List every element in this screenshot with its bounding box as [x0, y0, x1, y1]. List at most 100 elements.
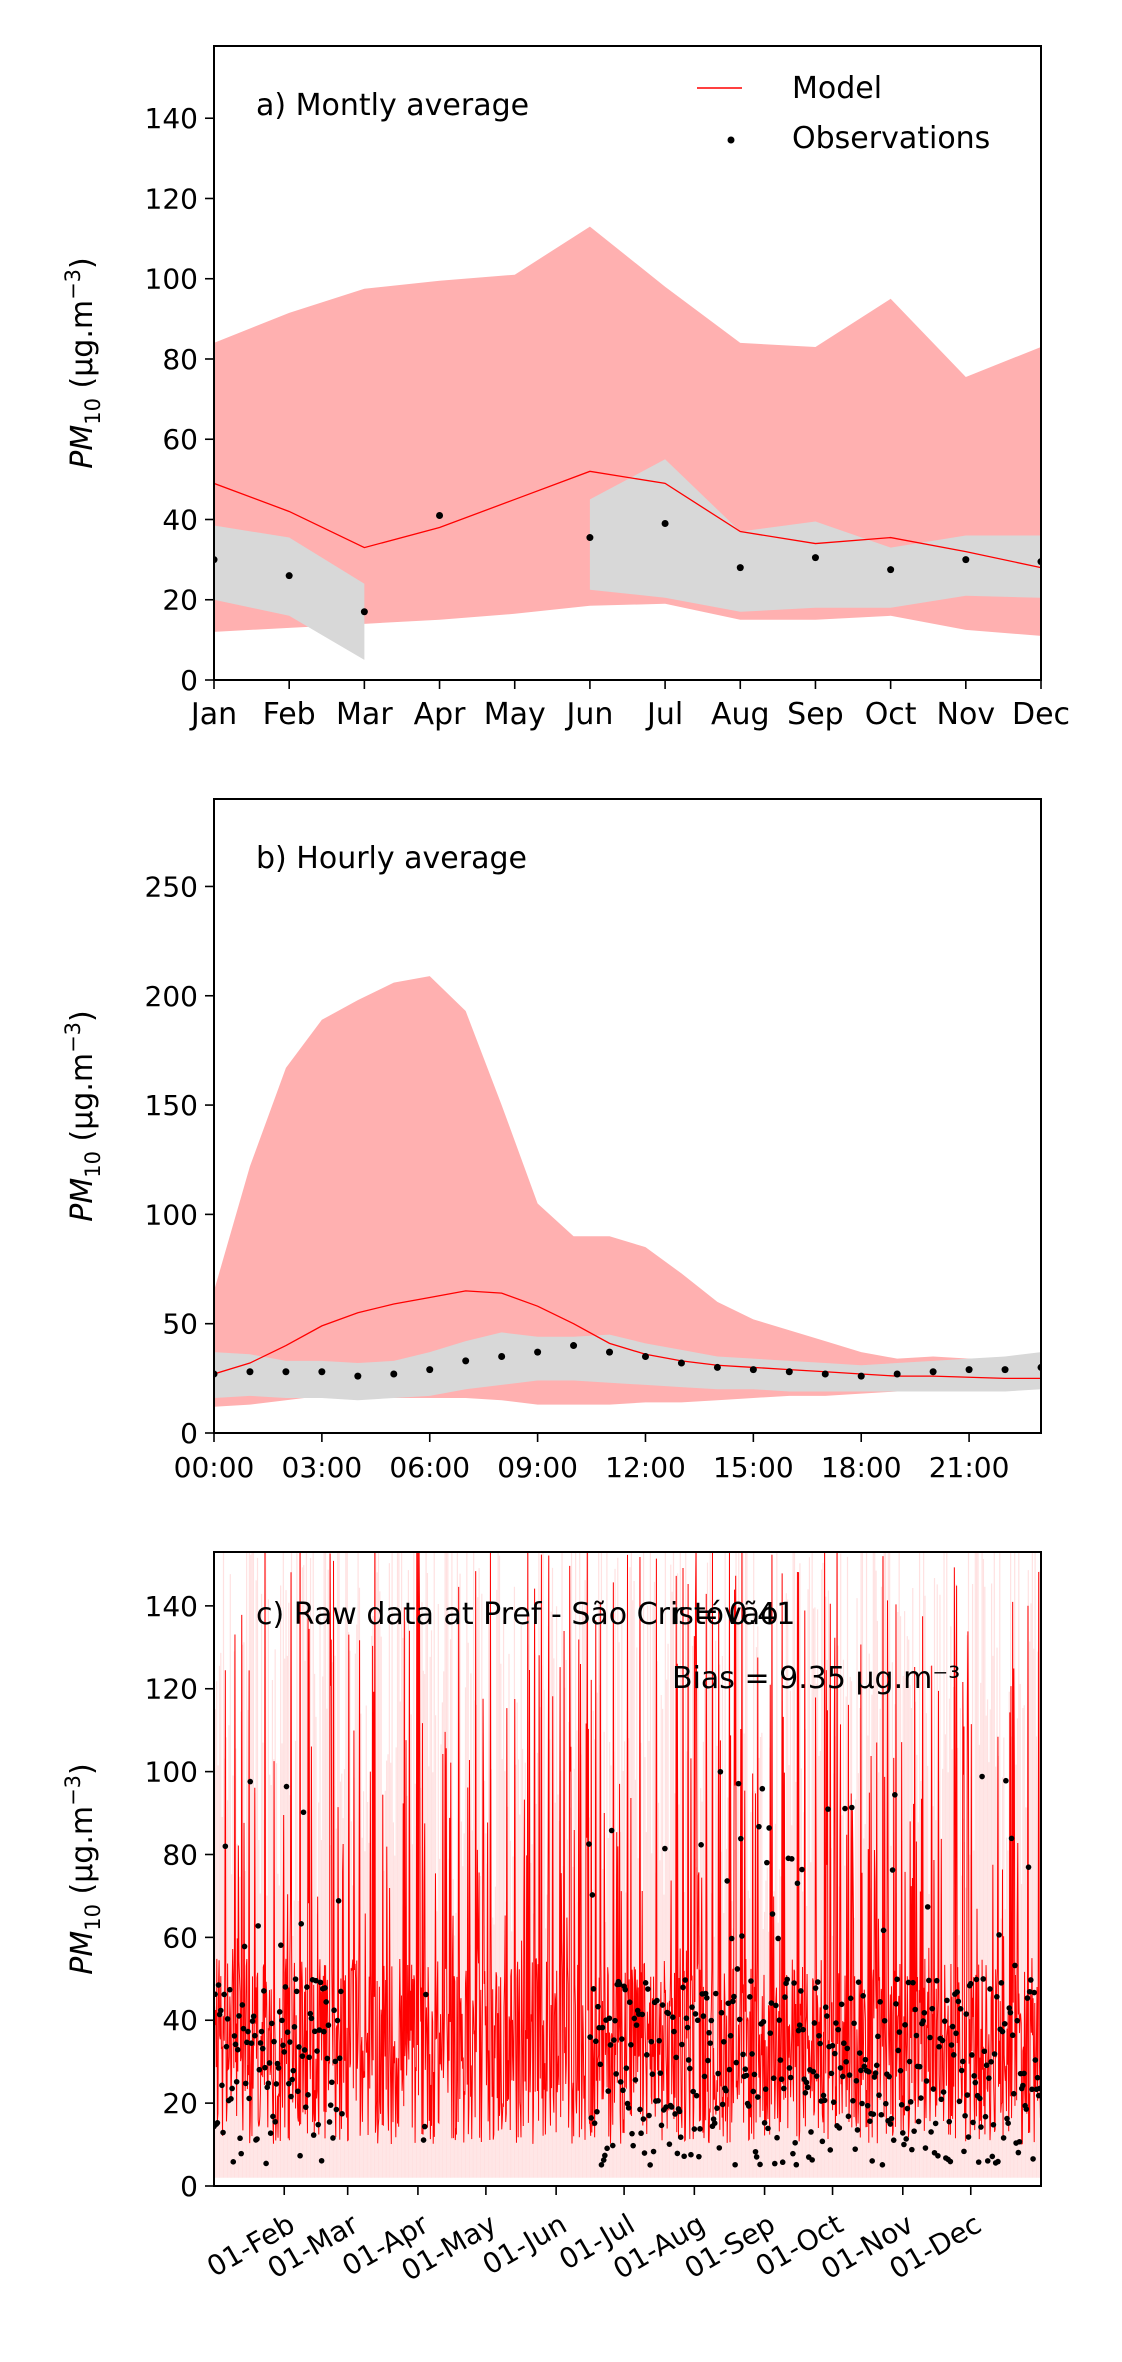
raw-observation-point	[300, 1809, 307, 1816]
raw-observation-point	[617, 2079, 624, 2085]
raw-observation-point	[421, 2123, 428, 2130]
raw-observation-point	[963, 2011, 970, 2017]
hourly-observation-point	[1001, 1366, 1009, 1374]
raw-observation-point	[981, 2048, 988, 2055]
raw-observation-point	[761, 2120, 768, 2126]
raw-observation-point	[989, 2153, 996, 2160]
raw-observation-point	[759, 1785, 766, 1792]
raw-observation-point	[632, 2077, 639, 2083]
raw-observation-point	[923, 2078, 930, 2084]
raw-observation-point	[321, 2028, 327, 2035]
raw-observation-point	[233, 2078, 240, 2085]
panel-b-y-tick-label: 100	[145, 1198, 198, 1231]
hourly-observation-point	[965, 1366, 973, 1374]
panel-a-x-tick-label: Sep	[787, 697, 844, 732]
raw-observation-point	[849, 1804, 855, 1811]
raw-observation-point	[599, 2024, 606, 2031]
raw-observation-point	[866, 2068, 872, 2075]
raw-observation-point	[604, 2145, 610, 2152]
raw-observation-point	[921, 2009, 928, 2016]
raw-observation-point	[658, 2122, 665, 2129]
raw-observation-point	[928, 2129, 934, 2135]
raw-observation-point	[718, 2009, 725, 2016]
raw-observation-point	[313, 1977, 319, 1984]
raw-observation-point	[784, 1976, 791, 1983]
raw-observation-point	[890, 2137, 897, 2143]
raw-observation-point	[705, 2057, 711, 2064]
raw-observation-point	[803, 2079, 810, 2086]
panel-a-y-tick-label: 120	[145, 182, 198, 215]
raw-observation-point	[631, 2015, 638, 2022]
raw-observation-point	[230, 2159, 237, 2165]
raw-observation-point	[1003, 1777, 1009, 1784]
raw-observation-point	[824, 2013, 830, 2019]
raw-observation-point	[960, 2058, 966, 2065]
raw-observation-point	[674, 2150, 681, 2157]
raw-observation-point	[765, 2125, 771, 2132]
raw-observation-point	[760, 2018, 767, 2025]
raw-observation-point	[782, 1994, 788, 2000]
raw-observation-point	[602, 2152, 608, 2159]
panel-a-y-tick-label: 20	[162, 584, 198, 617]
raw-observation-point	[1008, 1835, 1015, 1842]
raw-observation-point	[927, 2034, 933, 2041]
raw-observation-point	[950, 2052, 957, 2058]
raw-observation-point	[864, 2102, 871, 2109]
raw-observation-point	[332, 2058, 339, 2065]
raw-observation-point	[964, 2092, 971, 2098]
raw-observation-point	[879, 2162, 886, 2168]
panel-b-title: b) Hourly average	[256, 841, 527, 876]
raw-observation-point	[726, 2066, 733, 2073]
raw-observation-point	[290, 2067, 297, 2074]
raw-observation-point	[608, 1827, 615, 1834]
raw-observation-point	[809, 2157, 815, 2163]
raw-observation-point	[949, 2023, 956, 2030]
hourly-observation-range-band	[214, 1332, 1041, 1401]
raw-observation-point	[690, 2088, 697, 2095]
hourly-observation-point	[426, 1366, 434, 1374]
raw-observation-point	[740, 2051, 746, 2058]
panel-a-legend: Model Observations	[697, 71, 990, 156]
panel-b-x-tick-label: 06:00	[389, 1451, 470, 1484]
raw-observation-point	[336, 2055, 343, 2062]
raw-observation-point	[907, 2099, 914, 2105]
raw-observation-point	[777, 2057, 784, 2063]
raw-observation-point	[753, 2154, 760, 2160]
raw-observation-point	[258, 2028, 265, 2035]
raw-observation-point	[867, 2118, 873, 2124]
raw-observation-point	[713, 1990, 719, 1997]
hourly-observation-point	[570, 1342, 578, 1350]
panel-a-x-tick-label: May	[484, 697, 546, 732]
raw-observation-point	[275, 2065, 282, 2071]
panel-c-y-tick-label: 20	[162, 2087, 198, 2120]
raw-observation-point	[835, 2026, 842, 2033]
raw-observation-point	[1016, 2138, 1023, 2145]
raw-observation-point	[237, 2135, 243, 2142]
raw-observation-point	[802, 2089, 809, 2096]
raw-observation-point	[257, 2040, 264, 2046]
raw-observation-point	[420, 2137, 427, 2143]
raw-observation-point	[682, 1977, 689, 1983]
raw-observation-point	[656, 2037, 663, 2044]
raw-observation-point	[625, 2105, 632, 2111]
raw-observation-point	[967, 1980, 974, 1987]
raw-observation-point	[946, 2118, 953, 2125]
panel-a-y-tick-label: 60	[162, 423, 198, 456]
raw-observation-point	[796, 2022, 803, 2028]
hourly-observation-point	[354, 1372, 362, 1380]
raw-observation-point	[605, 2088, 612, 2094]
raw-observation-point	[750, 2088, 757, 2095]
raw-observation-point	[845, 2113, 852, 2120]
panel-c-correlation: r = 0.41	[672, 1597, 795, 1632]
raw-observation-point	[630, 2142, 636, 2149]
raw-observation-point	[663, 2104, 669, 2110]
raw-observation-point	[735, 1780, 742, 1787]
raw-observation-point	[984, 2158, 991, 2164]
raw-observation-point	[637, 2106, 643, 2113]
panel-b-frame	[213, 798, 1042, 1434]
raw-observation-point	[819, 2138, 826, 2145]
raw-observation-point	[217, 2007, 224, 2014]
raw-observation-point	[298, 1921, 305, 1927]
raw-observation-point	[940, 2089, 947, 2095]
raw-observation-point	[829, 2042, 836, 2049]
